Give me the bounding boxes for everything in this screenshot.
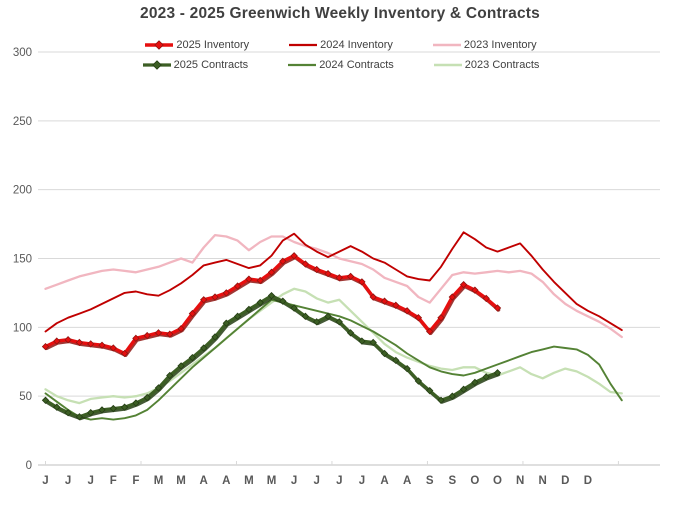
- x-tick-label-7: A: [200, 475, 208, 487]
- y-tick-label-50: 50: [19, 391, 32, 403]
- x-tick-label-9: M: [244, 475, 254, 487]
- series-2025-contracts-line: [43, 294, 500, 419]
- series-2024-contracts-line: [44, 298, 623, 421]
- series-2023-inventory-line: [44, 233, 623, 339]
- series-2025-inventory-markers: [41, 252, 502, 358]
- x-tick-label-3: F: [110, 475, 117, 487]
- y-tick-label-300: 300: [13, 47, 32, 59]
- x-tick-label-0: J: [42, 475, 48, 487]
- y-tick-label-100: 100: [13, 322, 32, 334]
- series-2025-contracts-shadow: [45, 295, 501, 421]
- x-tick-label-8: A: [222, 475, 230, 487]
- x-tick-label-19: O: [470, 475, 479, 487]
- series-2024-inventory-line: [44, 231, 623, 333]
- x-tick-label-18: S: [448, 475, 456, 487]
- x-tick-label-10: M: [267, 475, 277, 487]
- x-tick-label-24: D: [584, 475, 592, 487]
- y-tick-label-0: 0: [26, 460, 32, 472]
- x-tick-label-2: J: [87, 475, 93, 487]
- y-tick-label-200: 200: [13, 185, 32, 197]
- y-tick-label-150: 150: [13, 254, 32, 266]
- x-tick-label-17: S: [426, 475, 434, 487]
- x-tick-label-6: M: [176, 475, 186, 487]
- x-tick-label-20: O: [493, 475, 502, 487]
- y-tick-label-250: 250: [13, 116, 32, 128]
- x-tick-label-13: J: [336, 475, 342, 487]
- x-tick-label-11: J: [291, 475, 297, 487]
- chart-title: 2023 - 2025 Greenwich Weekly Inventory &…: [140, 5, 540, 22]
- x-tick-label-23: D: [561, 475, 569, 487]
- x-tick-label-4: F: [132, 475, 139, 487]
- x-tick-label-22: N: [539, 475, 547, 487]
- series-2025-contracts-markers: [41, 292, 502, 421]
- series-2023-contracts-line: [44, 287, 623, 405]
- x-tick-label-15: A: [380, 475, 388, 487]
- x-tick-label-21: N: [516, 475, 524, 487]
- x-tick-label-12: J: [313, 475, 319, 487]
- x-tick-label-5: M: [154, 475, 164, 487]
- x-tick-label-1: J: [65, 475, 71, 487]
- x-tick-label-16: A: [403, 475, 411, 487]
- x-tick-label-14: J: [359, 475, 365, 487]
